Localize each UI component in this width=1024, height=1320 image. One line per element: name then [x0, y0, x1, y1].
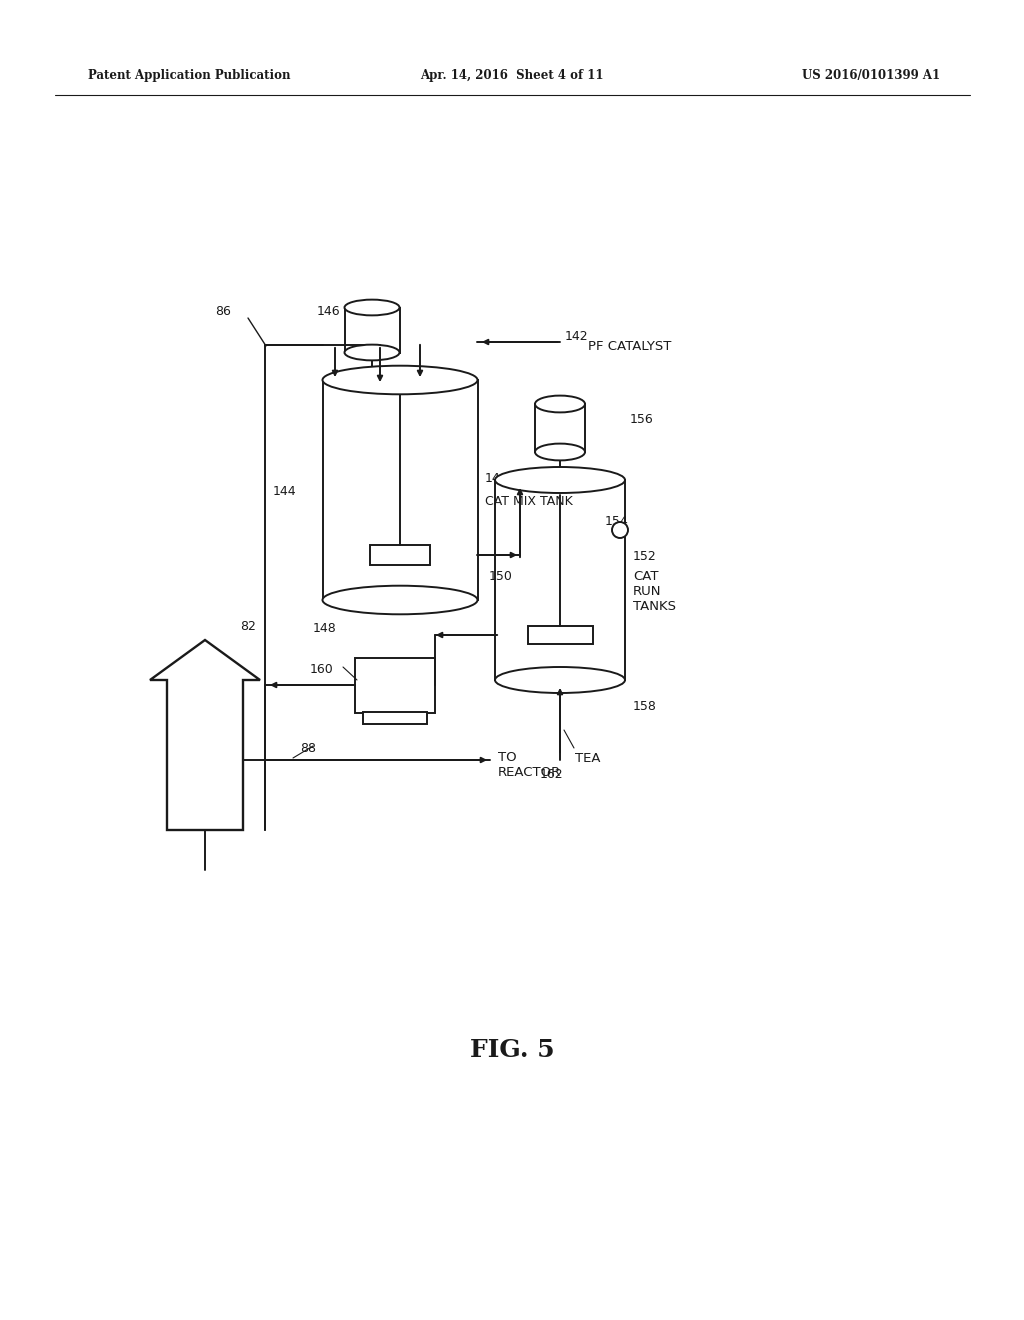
- Polygon shape: [150, 640, 260, 830]
- Bar: [323, 380, 477, 601]
- Text: 158: 158: [633, 700, 656, 713]
- Text: TEA: TEA: [575, 752, 600, 766]
- Text: 156: 156: [630, 413, 653, 426]
- Text: 160: 160: [310, 663, 334, 676]
- Bar: [535, 404, 585, 451]
- Ellipse shape: [344, 345, 399, 360]
- Text: 140: 140: [485, 473, 509, 484]
- Text: 142: 142: [565, 330, 589, 343]
- Text: 162: 162: [540, 768, 563, 781]
- Text: 150: 150: [489, 570, 513, 583]
- Circle shape: [612, 521, 628, 539]
- Text: 144: 144: [273, 484, 297, 498]
- Text: CAT MIX TANK: CAT MIX TANK: [485, 495, 572, 508]
- Bar: [344, 308, 399, 352]
- Bar: [355, 657, 435, 713]
- Text: 86: 86: [215, 305, 230, 318]
- Bar: [495, 480, 625, 680]
- Text: Patent Application Publication: Patent Application Publication: [88, 69, 291, 82]
- Text: TO
REACTOR: TO REACTOR: [498, 751, 561, 779]
- Text: FIG. 5: FIG. 5: [470, 1038, 554, 1063]
- Ellipse shape: [495, 467, 625, 492]
- Ellipse shape: [535, 444, 585, 461]
- Text: 152: 152: [633, 550, 656, 564]
- Text: Apr. 14, 2016  Sheet 4 of 11: Apr. 14, 2016 Sheet 4 of 11: [420, 69, 604, 82]
- Text: US 2016/0101399 A1: US 2016/0101399 A1: [802, 69, 940, 82]
- Bar: [527, 626, 593, 644]
- Ellipse shape: [323, 586, 477, 614]
- Text: 148: 148: [313, 622, 337, 635]
- Bar: [362, 711, 427, 723]
- Text: 88: 88: [300, 742, 316, 755]
- Ellipse shape: [495, 667, 625, 693]
- Bar: [370, 545, 430, 565]
- Ellipse shape: [535, 396, 585, 412]
- Text: 146: 146: [316, 305, 340, 318]
- Text: 154: 154: [605, 515, 629, 528]
- Ellipse shape: [344, 300, 399, 315]
- Text: 82: 82: [240, 620, 256, 634]
- Text: PF CATALYST: PF CATALYST: [588, 339, 672, 352]
- Text: CAT
RUN
TANKS: CAT RUN TANKS: [633, 570, 676, 612]
- Ellipse shape: [323, 366, 477, 395]
